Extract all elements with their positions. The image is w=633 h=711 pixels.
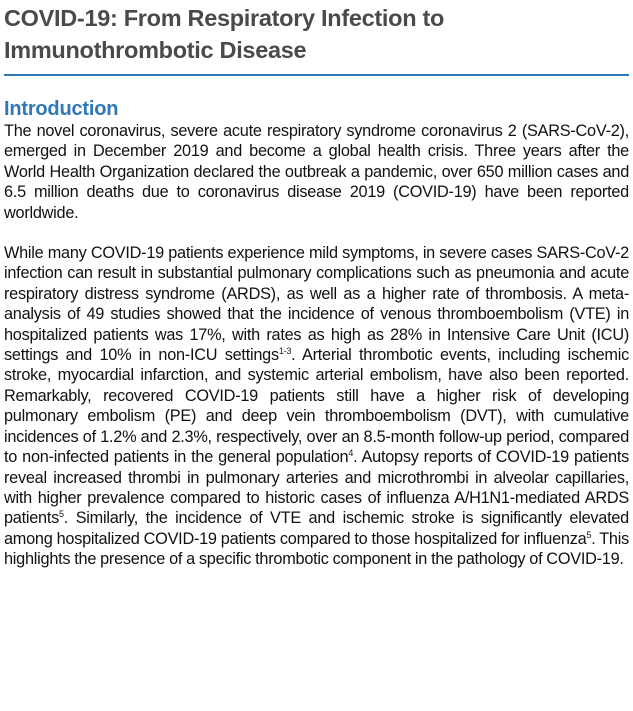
paragraph-1: The novel coronavirus, severe acute resp…: [4, 121, 629, 223]
citation-ref-1-3: 1-3: [279, 346, 291, 356]
paragraph-2-text-d: . Similarly, the incidence of VTE and is…: [4, 509, 629, 547]
title-divider: [4, 74, 629, 76]
article-title-line-1: COVID-19: From Respiratory Infection to: [4, 5, 444, 31]
section-heading: Introduction: [4, 97, 629, 121]
paragraph-2: While many COVID-19 patients experience …: [4, 243, 629, 570]
article-title-line-2: Immunothrombotic Disease: [4, 37, 306, 63]
article-title: COVID-19: From Respiratory Infection to …: [4, 0, 629, 66]
